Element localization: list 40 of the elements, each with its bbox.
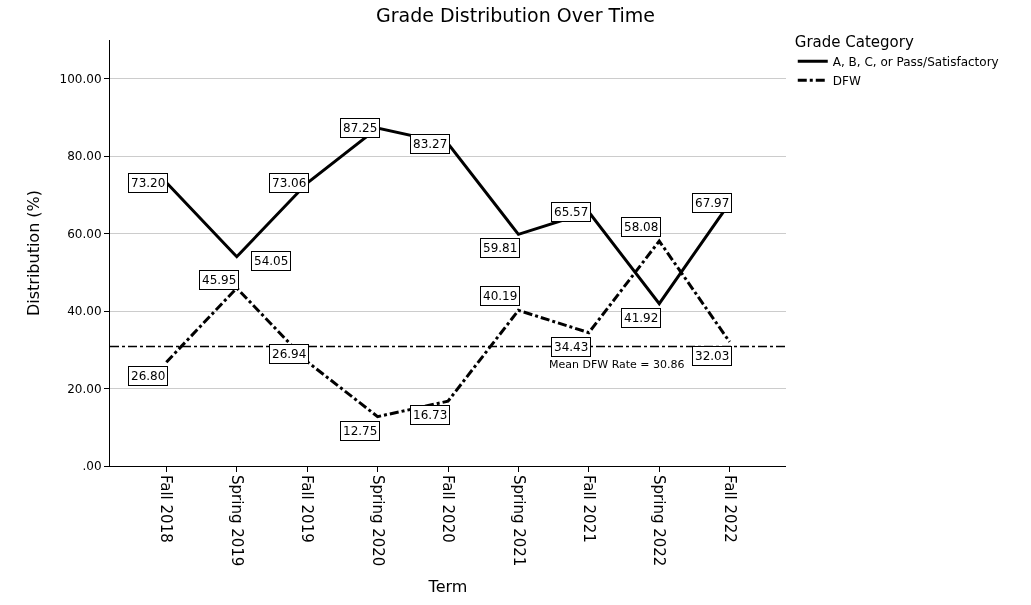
data-label: 40.19 xyxy=(483,289,518,303)
data-label: 73.06 xyxy=(272,176,307,190)
data-label: 65.57 xyxy=(554,205,589,219)
y-tick-label: 40.00 xyxy=(67,304,102,319)
data-label: 87.25 xyxy=(343,121,378,135)
x-tick-label: Fall 2022 xyxy=(720,475,739,543)
legend-label: DFW xyxy=(832,73,861,88)
x-tick-label: Spring 2021 xyxy=(509,475,528,567)
y-tick-label: 60.00 xyxy=(67,226,102,241)
x-tick-label: Fall 2020 xyxy=(439,475,458,543)
legend-title: Grade Category xyxy=(794,32,914,51)
y-axis-title: Distribution (%) xyxy=(24,189,44,317)
x-tick-label: Spring 2020 xyxy=(368,475,387,567)
y-tick-label: 80.00 xyxy=(67,149,102,164)
data-label: 16.73 xyxy=(413,408,448,422)
x-tick-label: Fall 2018 xyxy=(157,475,176,543)
x-tick-label: Fall 2019 xyxy=(298,475,317,543)
ref-line-label: Mean DFW Rate = 30.86 xyxy=(549,358,685,371)
data-label: 12.75 xyxy=(343,424,378,438)
data-label: 26.94 xyxy=(272,347,307,361)
data-label: 59.81 xyxy=(483,241,518,255)
legend-label: A, B, C, or Pass/Satisfactory xyxy=(832,54,999,69)
data-label: 32.03 xyxy=(695,349,730,363)
data-label: 83.27 xyxy=(413,137,448,151)
data-label: 67.97 xyxy=(695,196,730,210)
y-tick-label: 20.00 xyxy=(67,381,102,396)
x-tick-label: Spring 2022 xyxy=(650,475,669,567)
data-label: 26.80 xyxy=(131,369,166,383)
data-label: 73.20 xyxy=(131,176,166,190)
y-tick-label: 100.00 xyxy=(59,71,102,86)
data-label: 58.08 xyxy=(624,220,659,234)
data-label: 34.43 xyxy=(554,340,589,354)
y-tick-label: .00 xyxy=(82,459,102,474)
data-label: 45.95 xyxy=(202,273,237,287)
x-axis-title: Term xyxy=(427,577,468,597)
data-label: 54.05 xyxy=(254,254,289,268)
chart-title: Grade Distribution Over Time xyxy=(375,4,656,27)
x-tick-label: Fall 2021 xyxy=(579,475,598,543)
x-tick-label: Spring 2019 xyxy=(227,475,246,567)
data-label: 41.92 xyxy=(624,311,659,325)
